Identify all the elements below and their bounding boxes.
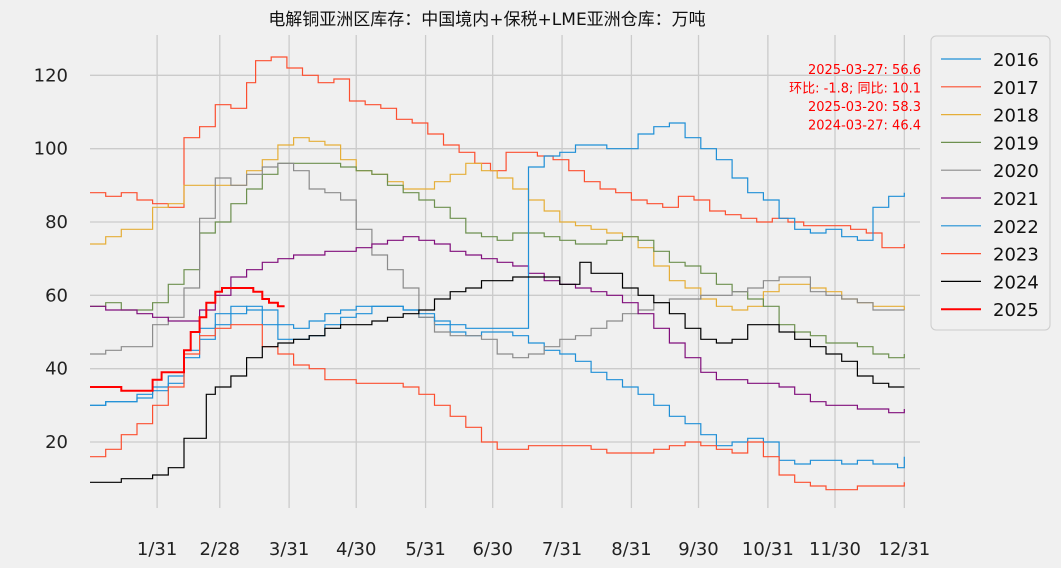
x-tick-label: 12/31 (878, 539, 930, 560)
grid-lines (90, 35, 920, 508)
annotation-box: 2025-03-27: 56.6 环比: -1.8; 同比: 10.1 2025-0… (789, 63, 921, 134)
legend-label: 2020 (993, 161, 1039, 182)
legend-label: 2025 (993, 300, 1039, 321)
legend-label: 2017 (993, 78, 1039, 99)
series-line-2018 (90, 137, 905, 311)
legend: 2016 2017 2018 2019 2020 2021 2022 2023 2024 2025 (930, 35, 1051, 331)
series-line-2022 (90, 122, 905, 406)
legend-label: 2019 (993, 133, 1039, 154)
legend-label: 2021 (993, 189, 1039, 210)
y-tick-label: 80 (45, 212, 68, 233)
chart-title: 电解铜亚洲区库存：中国境内+保税+LME亚洲仓库：万吨 (268, 10, 705, 30)
legend-frame (930, 35, 1051, 331)
series-line-2016 (90, 305, 905, 469)
x-tick-label: 10/31 (742, 539, 794, 560)
x-tick-label: 1/31 (137, 539, 177, 560)
y-tick-label: 100 (34, 139, 68, 160)
legend-label: 2016 (993, 50, 1039, 71)
x-tick-label: 8/31 (611, 539, 651, 560)
y-tick-label: 40 (45, 359, 68, 380)
x-tick-label: 5/31 (405, 539, 445, 560)
series-line-2023 (90, 324, 905, 491)
x-tick-label: 9/30 (678, 539, 718, 560)
series-line-2024 (90, 261, 905, 483)
y-axis: 20 40 60 80 100 120 (34, 65, 68, 453)
x-tick-label: 7/31 (542, 539, 582, 560)
series-line-2017 (90, 56, 905, 249)
series-line-2019 (90, 162, 905, 359)
series-line-2021 (90, 236, 905, 414)
legend-label: 2022 (993, 217, 1039, 238)
series-line-2025 (90, 287, 285, 392)
x-tick-label: 2/28 (200, 539, 240, 560)
annotation-line: 2025-03-27: 56.6 (808, 63, 921, 78)
y-tick-label: 20 (45, 432, 68, 453)
x-axis: 1/31 2/28 3/31 4/30 5/31 6/30 7/31 8/31 9/30 10/3… (137, 539, 930, 560)
x-tick-label: 4/30 (336, 539, 376, 560)
series-lines (90, 56, 905, 491)
annotation-line: 环比: -1.8; 同比: 10.1 (789, 82, 921, 97)
x-tick-label: 3/31 (269, 539, 309, 560)
y-tick-label: 60 (45, 285, 68, 306)
annotation-line: 2024-03-27: 46.4 (808, 119, 921, 134)
legend-label: 2023 (993, 245, 1039, 266)
x-tick-label: 6/30 (472, 539, 512, 560)
series-line-2020 (90, 162, 905, 359)
legend-label: 2018 (993, 106, 1039, 127)
legend-label: 2024 (993, 272, 1039, 293)
annotation-line: 2025-03-20: 58.3 (808, 100, 921, 115)
y-tick-label: 120 (34, 65, 68, 86)
x-tick-label: 11/30 (809, 539, 861, 560)
